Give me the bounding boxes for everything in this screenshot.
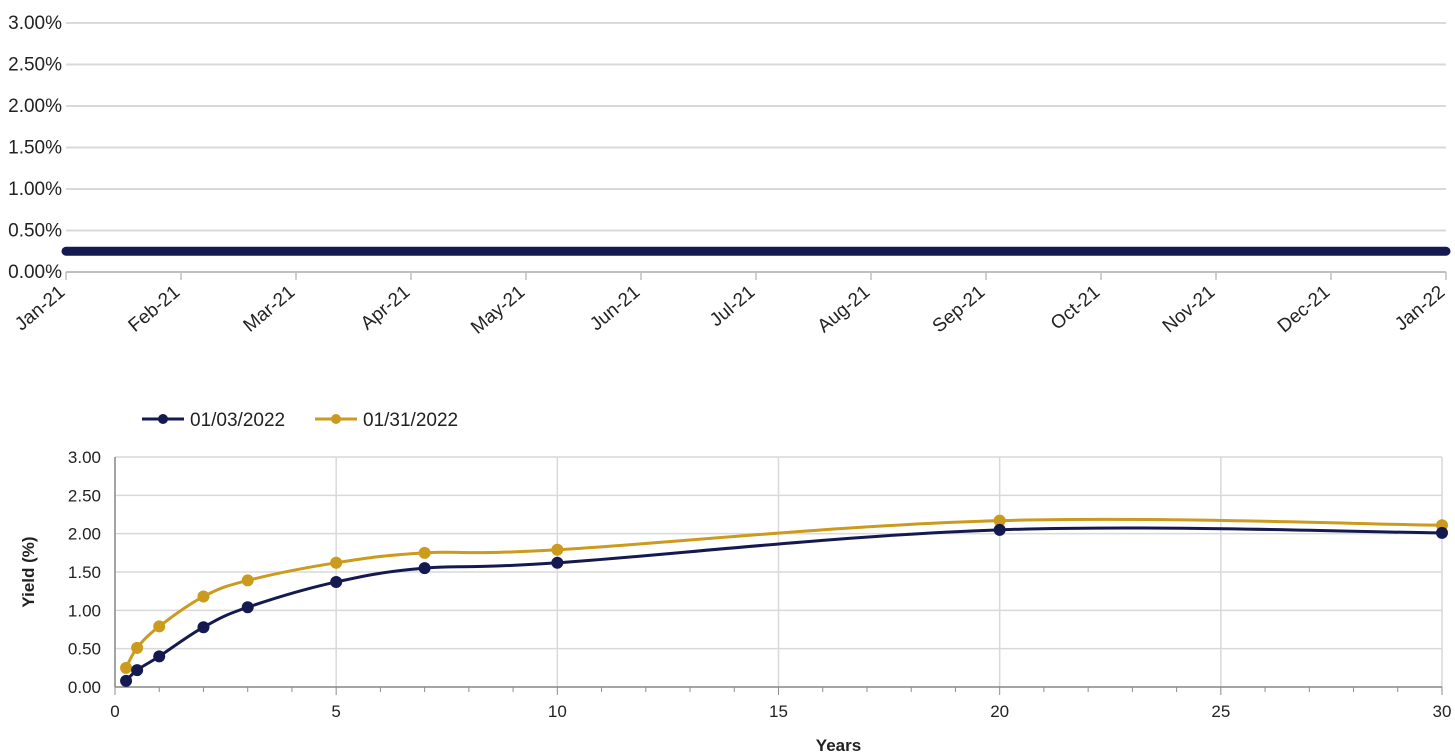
- data-point: [330, 575, 343, 588]
- y-tick-label: 1.50%: [8, 138, 62, 159]
- x-tick-label: 5: [331, 702, 340, 721]
- data-point: [551, 556, 564, 569]
- data-point: [197, 590, 210, 603]
- data-point: [551, 543, 564, 556]
- y-tick-label: 2.50: [68, 486, 101, 505]
- policy-rate-chart: 3.00%2.50%2.00%1.50%1.00%0.50%0.00%Jan-2…: [8, 13, 1451, 339]
- y-tick-label: 0.00: [68, 678, 101, 697]
- data-point: [418, 546, 431, 559]
- x-tick-label: Jun-21: [586, 282, 644, 335]
- y-tick-label: 2.00: [68, 525, 101, 544]
- x-tick-label: 0: [110, 702, 119, 721]
- data-point: [197, 621, 210, 634]
- data-point: [153, 650, 166, 663]
- data-point: [153, 620, 166, 633]
- legend-label: 01/31/2022: [363, 410, 458, 431]
- x-tick-label: Oct-21: [1047, 282, 1104, 335]
- x-tick-label: Apr-21: [357, 282, 414, 335]
- y-axis-title: Yield (%): [19, 536, 38, 607]
- y-tick-label: 1.00%: [8, 179, 62, 200]
- x-tick-label: Nov-21: [1159, 282, 1219, 337]
- y-tick-label: 1.00: [68, 601, 101, 620]
- data-point: [241, 574, 254, 587]
- x-tick-label: 15: [769, 702, 788, 721]
- data-point: [241, 601, 254, 614]
- yield-curve-chart: 3.00 2.50 2.00 1.50 1.00 0.50 0.00 0 5 10 15 20 25 30…: [19, 410, 1451, 754]
- legend-swatch-marker: [331, 414, 341, 424]
- legend-label: 01/03/2022: [190, 410, 285, 431]
- data-point: [993, 514, 1006, 527]
- x-tick-label: Jan-21: [11, 282, 69, 335]
- series-line: [124, 526, 1443, 682]
- y-tick-label: 0.00%: [8, 262, 62, 283]
- data-point: [131, 664, 144, 677]
- y-tick-label: 3.00: [68, 448, 101, 467]
- y-tick-label: 0.50%: [8, 221, 62, 242]
- x-tick-label: Jul-21: [706, 282, 759, 331]
- legend-item: 01/03/2022: [142, 410, 285, 431]
- x-tick-label: Sep-21: [929, 282, 989, 337]
- x-tick-label: 30: [1433, 702, 1452, 721]
- data-point: [131, 641, 144, 654]
- y-tick-label: 2.50%: [8, 55, 62, 76]
- x-tick-label: Aug-21: [814, 282, 874, 337]
- legend-item: 01/31/2022: [315, 410, 458, 431]
- x-tick-label: Dec-21: [1274, 282, 1334, 337]
- x-tick-label: 25: [1211, 702, 1230, 721]
- x-tick-label: Feb-21: [125, 282, 185, 337]
- y-tick-label: 0.50: [68, 640, 101, 659]
- x-tick-label: May-21: [467, 282, 529, 339]
- x-tick-label: Mar-21: [240, 282, 300, 337]
- data-point: [418, 562, 431, 575]
- x-tick-label: Jan-22: [1391, 282, 1449, 335]
- data-point: [993, 523, 1006, 536]
- y-tick-label: 3.00%: [8, 13, 62, 34]
- x-tick-label: 10: [548, 702, 567, 721]
- y-tick-label: 1.50: [68, 563, 101, 582]
- series-line: [124, 517, 1443, 669]
- data-point: [1436, 526, 1448, 539]
- y-tick-label: 2.00%: [8, 96, 62, 117]
- x-axis-title: Years: [816, 736, 861, 754]
- x-tick-label: 20: [990, 702, 1009, 721]
- data-point: [330, 556, 343, 569]
- data-point: [120, 674, 133, 687]
- data-point: [120, 661, 133, 674]
- legend-swatch-marker: [158, 414, 168, 424]
